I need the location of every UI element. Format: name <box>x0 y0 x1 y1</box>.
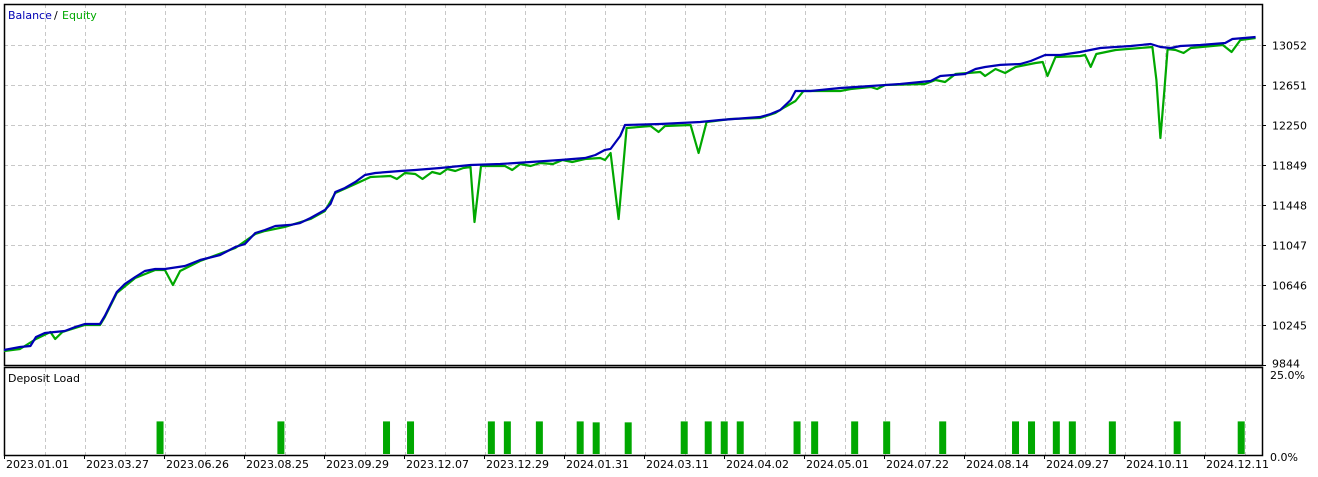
y-tick-label: 11849 <box>1272 160 1307 173</box>
legend-equity: Equity <box>62 9 97 22</box>
deposit-load-bar <box>1052 421 1060 454</box>
x-tick-label: 2024.01.31 <box>566 458 629 471</box>
y-tick-label: 12250 <box>1272 120 1307 133</box>
y-tick-label: 11047 <box>1272 240 1307 253</box>
y-tick-label: 12651 <box>1272 80 1307 93</box>
grid <box>4 4 1262 455</box>
deposit-load-bar <box>793 421 801 454</box>
x-tick-label: 2024.12.11 <box>1206 458 1269 471</box>
deposit-load-bar <box>851 421 859 454</box>
series-lines <box>3 35 1256 353</box>
deposit-load-bar <box>939 421 947 454</box>
x-tick-label: 2024.07.22 <box>886 458 949 471</box>
x-tick-label: 2024.08.14 <box>966 458 1029 471</box>
deposit-load-bar <box>487 421 495 454</box>
deposit-load-bars <box>156 421 1245 454</box>
deposit-load-frame <box>3 366 1264 457</box>
x-tick-label: 2024.05.01 <box>806 458 869 471</box>
tick-labels: 13052 12651 12250 11849 11448 11047 10646 10245… <box>4 40 1307 471</box>
legend-separator: / <box>54 9 58 22</box>
x-tick-label: 2023.12.07 <box>406 458 469 471</box>
deposit-load-bar <box>156 421 164 454</box>
deposit-load-bar <box>736 421 744 454</box>
main-plot-frame <box>3 3 1264 367</box>
x-tick-label: 2023.03.27 <box>86 458 149 471</box>
x-tick-label: 2024.03.11 <box>646 458 709 471</box>
x-tick-label: 2023.12.29 <box>486 458 549 471</box>
y-tick-label: 9844 <box>1272 358 1300 371</box>
x-tick-label: 2023.09.29 <box>326 458 389 471</box>
deposit-load-bar <box>592 422 600 454</box>
deposit-y-tick-label: 0.0% <box>1270 451 1298 464</box>
x-tick-label: 2024.09.27 <box>1046 458 1109 471</box>
y-tick-label: 11448 <box>1272 200 1307 213</box>
y-tick-label: 10646 <box>1272 280 1307 293</box>
balance-line <box>3 35 1256 352</box>
deposit-load-bar <box>1108 421 1116 454</box>
deposit-load-bar <box>680 421 688 454</box>
deposit-load-bar <box>883 421 891 454</box>
deposit-load-bar <box>811 421 819 454</box>
deposit-y-tick-label: 25.0% <box>1270 369 1305 382</box>
deposit-load-bar <box>383 421 391 454</box>
deposit-load-bar <box>1068 421 1076 454</box>
deposit-load-bar <box>1012 421 1020 454</box>
deposit-load-title: Deposit Load <box>8 372 80 385</box>
deposit-load-bar <box>1173 421 1181 454</box>
deposit-load-bar <box>407 421 415 454</box>
deposit-load-bar <box>277 421 285 454</box>
deposit-load-bar <box>535 421 543 454</box>
x-tick-label: 2023.08.25 <box>246 458 309 471</box>
x-tick-label: 2023.06.26 <box>166 458 229 471</box>
x-tick-label: 2024.04.02 <box>726 458 789 471</box>
deposit-load-bar <box>1237 421 1245 454</box>
deposit-load-bar <box>704 421 712 454</box>
deposit-load-bar <box>624 422 632 454</box>
y-tick-label: 10245 <box>1272 320 1307 333</box>
equity-line <box>3 36 1256 353</box>
deposit-load-bar <box>720 421 728 454</box>
legend-balance: Balance <box>8 9 52 22</box>
x-tick-label: 2023.01.01 <box>6 458 69 471</box>
deposit-load-bar <box>503 421 511 454</box>
deposit-load-bar <box>576 421 584 454</box>
y-tick-label: 13052 <box>1272 40 1307 53</box>
deposit-load-bar <box>1028 421 1036 454</box>
x-tick-label: 2024.10.11 <box>1126 458 1189 471</box>
